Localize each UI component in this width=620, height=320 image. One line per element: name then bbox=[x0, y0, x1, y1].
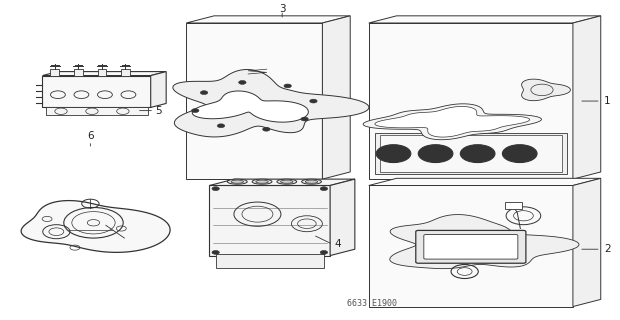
Ellipse shape bbox=[306, 180, 317, 183]
Circle shape bbox=[217, 124, 224, 128]
FancyBboxPatch shape bbox=[97, 68, 106, 76]
Circle shape bbox=[320, 251, 327, 254]
Circle shape bbox=[192, 109, 199, 113]
Text: 6: 6 bbox=[87, 131, 94, 141]
Circle shape bbox=[212, 187, 219, 191]
Polygon shape bbox=[363, 104, 541, 140]
FancyBboxPatch shape bbox=[416, 230, 526, 263]
Polygon shape bbox=[21, 201, 170, 252]
Circle shape bbox=[200, 91, 208, 94]
Polygon shape bbox=[573, 178, 601, 307]
Text: 6633 E1900: 6633 E1900 bbox=[347, 299, 397, 308]
Polygon shape bbox=[210, 179, 355, 186]
Ellipse shape bbox=[228, 179, 247, 184]
FancyBboxPatch shape bbox=[74, 68, 82, 76]
Circle shape bbox=[301, 117, 308, 121]
Polygon shape bbox=[42, 72, 166, 76]
Polygon shape bbox=[390, 214, 579, 268]
Polygon shape bbox=[330, 179, 355, 256]
FancyBboxPatch shape bbox=[375, 133, 567, 174]
Circle shape bbox=[263, 127, 270, 131]
Circle shape bbox=[460, 145, 495, 163]
Ellipse shape bbox=[231, 180, 244, 183]
FancyBboxPatch shape bbox=[45, 107, 148, 116]
Polygon shape bbox=[521, 79, 570, 101]
Ellipse shape bbox=[277, 179, 297, 184]
Text: 1: 1 bbox=[604, 96, 611, 106]
Polygon shape bbox=[192, 91, 308, 122]
Polygon shape bbox=[210, 186, 330, 256]
Circle shape bbox=[502, 145, 537, 163]
FancyBboxPatch shape bbox=[380, 135, 562, 172]
Ellipse shape bbox=[281, 180, 293, 183]
Polygon shape bbox=[186, 23, 322, 179]
Polygon shape bbox=[369, 186, 573, 307]
FancyBboxPatch shape bbox=[216, 254, 324, 268]
Ellipse shape bbox=[252, 179, 272, 184]
Polygon shape bbox=[186, 16, 350, 23]
FancyBboxPatch shape bbox=[50, 68, 59, 76]
FancyBboxPatch shape bbox=[505, 202, 522, 209]
FancyBboxPatch shape bbox=[121, 68, 130, 76]
FancyBboxPatch shape bbox=[424, 235, 518, 259]
Circle shape bbox=[212, 251, 219, 254]
Polygon shape bbox=[369, 23, 573, 179]
Circle shape bbox=[284, 84, 291, 88]
Text: 4: 4 bbox=[335, 239, 342, 249]
Polygon shape bbox=[369, 178, 601, 186]
Text: 5: 5 bbox=[156, 106, 162, 116]
Text: 2: 2 bbox=[604, 244, 611, 254]
Text: 3: 3 bbox=[279, 4, 285, 14]
Polygon shape bbox=[375, 107, 529, 137]
Circle shape bbox=[239, 81, 246, 84]
Circle shape bbox=[320, 187, 327, 191]
Circle shape bbox=[418, 145, 453, 163]
Polygon shape bbox=[173, 69, 369, 137]
Circle shape bbox=[376, 145, 411, 163]
Polygon shape bbox=[573, 16, 601, 179]
Ellipse shape bbox=[302, 179, 321, 184]
Polygon shape bbox=[42, 76, 151, 108]
Polygon shape bbox=[369, 16, 601, 23]
Polygon shape bbox=[151, 72, 166, 108]
Polygon shape bbox=[322, 16, 350, 179]
Ellipse shape bbox=[256, 180, 268, 183]
Circle shape bbox=[310, 99, 317, 103]
